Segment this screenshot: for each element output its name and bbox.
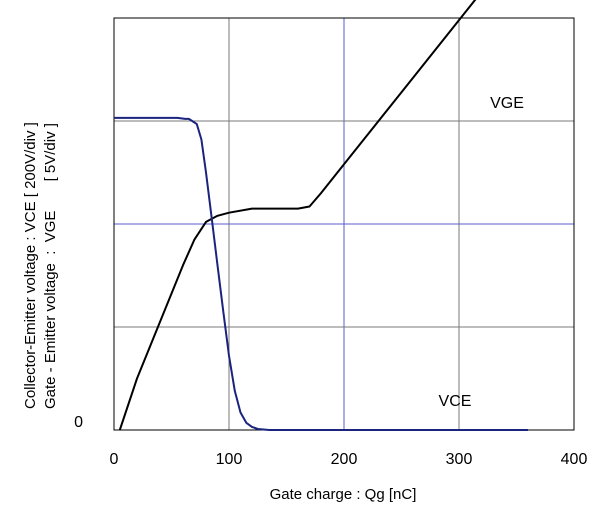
series-line-vge	[118, 0, 477, 431]
y-axis-title-line1: Collector-Emitter voltage : VCE [ 200V/d…	[22, 122, 39, 409]
grid-layer	[114, 18, 574, 430]
x-tick-label-300: 300	[446, 451, 473, 468]
x-tick-label-400: 400	[561, 451, 588, 468]
series-layer	[114, 0, 528, 431]
y-axis-title-line2: Gate - Emitter voltage : VGE [ 5V/div ]	[42, 123, 59, 409]
label-layer: VGE VCE	[439, 95, 524, 410]
tick-layer: 0 100 200 300 400 0	[74, 414, 587, 468]
series-line-vce	[114, 116, 528, 431]
x-axis-title: Gate charge : Qg [nC]	[270, 486, 417, 503]
x-tick-label-200: 200	[331, 451, 358, 468]
series-label-vce: VCE	[439, 393, 472, 410]
x-tick-label-100: 100	[216, 451, 243, 468]
x-tick-label-0: 0	[110, 451, 119, 468]
series-label-vge: VGE	[490, 95, 524, 112]
y-tick-label-0: 0	[74, 414, 83, 431]
